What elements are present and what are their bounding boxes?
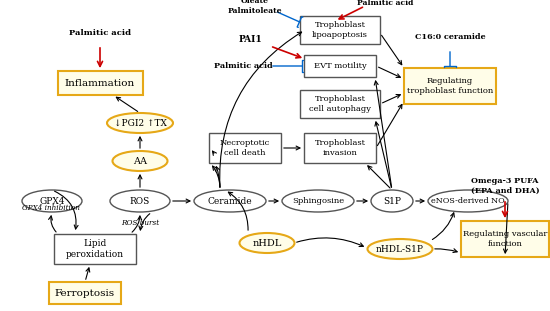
Ellipse shape [367, 239, 432, 259]
Text: Necroptotic
cell death: Necroptotic cell death [220, 139, 270, 157]
FancyBboxPatch shape [300, 16, 380, 44]
Text: Inflammation: Inflammation [65, 78, 135, 87]
Ellipse shape [239, 233, 294, 253]
FancyBboxPatch shape [54, 234, 136, 264]
Text: ROS burst: ROS burst [121, 219, 159, 227]
FancyBboxPatch shape [49, 282, 121, 304]
Text: nHDL-S1P: nHDL-S1P [376, 244, 424, 253]
FancyBboxPatch shape [58, 71, 142, 95]
Ellipse shape [22, 190, 82, 212]
Text: Sphingosine: Sphingosine [292, 197, 344, 205]
Text: eNOS-derived NO: eNOS-derived NO [431, 197, 505, 205]
Text: GPX4 inhibition: GPX4 inhibition [22, 204, 80, 212]
Text: Regulating
trophoblast function: Regulating trophoblast function [407, 77, 493, 95]
Ellipse shape [113, 151, 168, 171]
Text: EVT motility: EVT motility [314, 62, 366, 70]
Text: nHDL: nHDL [252, 239, 282, 248]
Text: S1P: S1P [383, 197, 401, 206]
Text: Trophoblast
lipoapoptosis: Trophoblast lipoapoptosis [312, 21, 368, 39]
Text: C16:0 ceramide: C16:0 ceramide [415, 33, 485, 41]
Text: Palmitic acid: Palmitic acid [214, 62, 272, 70]
FancyBboxPatch shape [300, 90, 380, 118]
FancyBboxPatch shape [304, 133, 376, 163]
Ellipse shape [282, 190, 354, 212]
Text: Ferroptosis: Ferroptosis [55, 289, 115, 298]
Text: Regulating vascular
function: Regulating vascular function [463, 230, 547, 248]
FancyBboxPatch shape [209, 133, 281, 163]
Ellipse shape [371, 190, 413, 212]
Ellipse shape [194, 190, 266, 212]
Text: Omega-3 PUFA
(EPA and DHA): Omega-3 PUFA (EPA and DHA) [471, 177, 540, 195]
Ellipse shape [428, 190, 508, 212]
Text: Oleate
Palmitoleate: Oleate Palmitoleate [228, 0, 282, 15]
Text: ROS: ROS [130, 197, 150, 206]
Text: PAI1: PAI1 [238, 35, 262, 44]
Text: Trophoblast
invasion: Trophoblast invasion [315, 139, 366, 157]
Text: Lipid
peroxidation: Lipid peroxidation [66, 239, 124, 259]
Text: Palmitic acid: Palmitic acid [357, 0, 413, 7]
Text: Trophoblast
cell autophagy: Trophoblast cell autophagy [309, 95, 371, 113]
Ellipse shape [107, 113, 173, 133]
FancyBboxPatch shape [404, 68, 496, 104]
Text: AA: AA [133, 156, 147, 165]
Text: GPX4: GPX4 [39, 197, 65, 206]
Text: ↓PGI2 ↑TX: ↓PGI2 ↑TX [113, 118, 167, 128]
FancyBboxPatch shape [461, 221, 549, 257]
Text: Palmitic acid: Palmitic acid [69, 29, 131, 37]
Ellipse shape [110, 190, 170, 212]
Text: Ceramide: Ceramide [208, 197, 252, 206]
FancyBboxPatch shape [304, 55, 376, 77]
